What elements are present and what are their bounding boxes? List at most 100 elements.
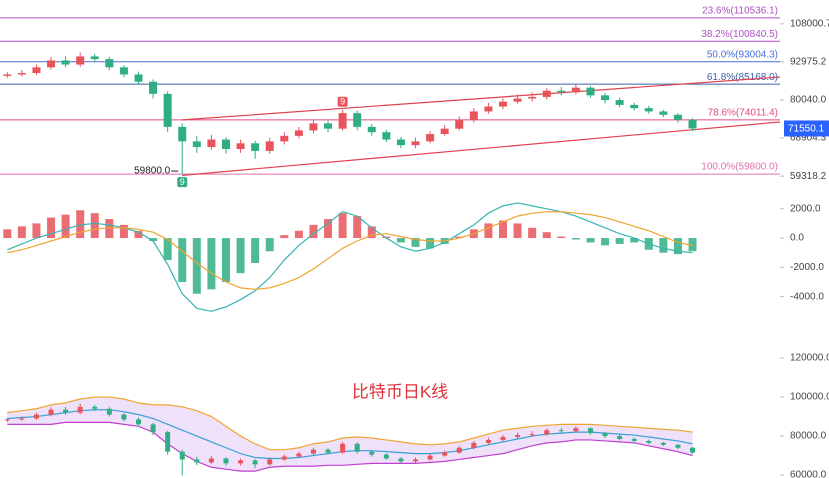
candle-body xyxy=(646,440,652,443)
candle-body xyxy=(427,455,433,460)
macd-bar xyxy=(498,220,507,239)
candle-body xyxy=(340,443,346,453)
candle-body xyxy=(498,101,507,107)
macd-bar xyxy=(542,232,551,239)
macd-bar xyxy=(309,224,318,239)
macd-bar xyxy=(76,210,85,239)
candle-body xyxy=(471,442,477,448)
candle-body xyxy=(615,100,624,105)
candle-body xyxy=(398,458,404,462)
candle-body xyxy=(33,414,39,419)
macd-bar xyxy=(673,238,682,255)
candle-body xyxy=(221,139,230,149)
candle-body xyxy=(338,113,347,129)
fib-label: 78.6%(74011.4) xyxy=(708,108,778,119)
macd-bar xyxy=(571,238,580,240)
macd-bar xyxy=(47,217,56,239)
macd-bar xyxy=(601,238,610,246)
y-tick-label: 59318.2 xyxy=(790,171,827,182)
macd-bar xyxy=(280,235,289,239)
fib-label: 23.6%(110536.1) xyxy=(702,6,778,17)
candle-body xyxy=(673,114,682,120)
candle-body xyxy=(265,141,274,151)
candle-body xyxy=(644,108,653,112)
band-line xyxy=(7,396,693,451)
band-line xyxy=(7,409,693,460)
candle-body xyxy=(3,74,12,76)
candle-body xyxy=(630,104,639,109)
candle-body xyxy=(119,67,128,75)
candle-body xyxy=(411,141,420,146)
candle-body xyxy=(571,87,580,93)
candle-body xyxy=(76,56,85,65)
candle-body xyxy=(121,414,127,420)
macd-bar xyxy=(294,230,303,239)
candle-body xyxy=(47,60,56,68)
macd-bar xyxy=(615,238,624,244)
candle-body xyxy=(324,123,333,129)
candle-body xyxy=(586,87,595,96)
candle-body xyxy=(396,139,405,146)
candle-body xyxy=(515,435,521,438)
fib-label: 38.2%(100840.5) xyxy=(701,29,778,40)
candle-body xyxy=(281,456,287,460)
candle-body xyxy=(440,128,449,135)
candle-body xyxy=(208,458,214,463)
macd-bar xyxy=(396,238,405,243)
candle-body xyxy=(353,113,362,127)
candle-body xyxy=(542,90,551,97)
candle-body xyxy=(150,424,156,433)
y-tick-label: 100000.0 xyxy=(790,392,829,403)
candle-body xyxy=(558,430,564,432)
candle-body xyxy=(325,449,331,453)
macd-bar xyxy=(207,238,216,290)
price-box xyxy=(784,120,829,137)
candle-body xyxy=(194,459,200,463)
y-tick-label: 0.0 xyxy=(790,233,804,244)
band-line xyxy=(7,421,693,472)
macd-bar xyxy=(61,214,70,239)
macd-bar xyxy=(32,223,41,239)
candle-body xyxy=(529,434,535,436)
candle-body xyxy=(165,432,171,452)
macd-bar xyxy=(513,223,522,239)
macd-bar xyxy=(149,238,158,241)
macd-bar xyxy=(586,238,595,243)
macd-bar xyxy=(455,236,464,239)
candle-body xyxy=(63,409,69,413)
macd-bar xyxy=(353,216,362,239)
candle-body xyxy=(455,119,464,129)
candle-body xyxy=(207,139,216,148)
candle-body xyxy=(602,433,608,437)
macd-bar xyxy=(105,219,114,239)
marker-label: 9 xyxy=(180,177,185,187)
candle-body xyxy=(251,143,260,151)
candle-body xyxy=(631,438,637,441)
candle-body xyxy=(90,56,99,60)
candle-body xyxy=(178,126,187,142)
macd-bar xyxy=(90,213,99,239)
y-tick-label: 60000.0 xyxy=(790,470,827,478)
candle-body xyxy=(690,447,696,453)
y-tick-label: 80040.0 xyxy=(790,95,827,106)
marker-box xyxy=(337,96,348,107)
macd-bar xyxy=(688,238,697,252)
candle-body xyxy=(660,442,666,445)
candle-body xyxy=(134,74,143,82)
candle-body xyxy=(252,460,258,465)
candle-body xyxy=(163,93,172,127)
candle-body xyxy=(528,96,537,99)
low-label: 59800.0 xyxy=(134,166,171,177)
candle-body xyxy=(61,60,70,65)
candle-body xyxy=(442,452,448,456)
candle-body xyxy=(369,451,375,455)
trend-line xyxy=(182,121,781,176)
macd-bar xyxy=(265,238,274,252)
y-tick-label: 80000.0 xyxy=(790,431,827,442)
candle-body xyxy=(19,418,25,420)
candle-body xyxy=(236,143,245,149)
panel-title: 比特币日K线 xyxy=(352,382,448,401)
macd-bar xyxy=(134,230,143,239)
fib-label: 61.8%(85168.0) xyxy=(707,72,778,83)
